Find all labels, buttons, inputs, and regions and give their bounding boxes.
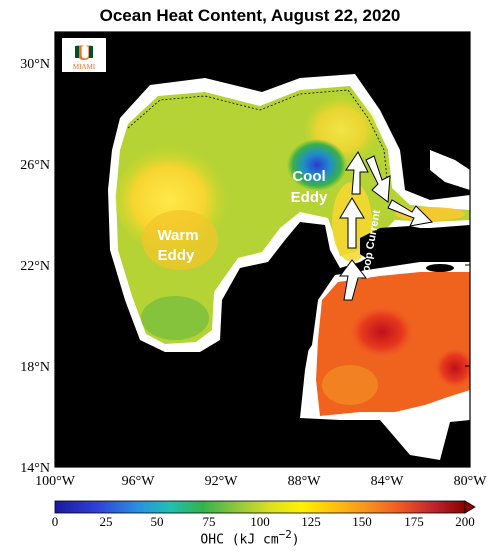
colorbar-label-text: OHC (kJ cm <box>200 532 279 548</box>
lat-tick-label: 18°N <box>20 360 50 375</box>
gulf-ohc <box>116 86 470 344</box>
colorbar-tick: 0 <box>52 514 59 529</box>
caribbean-hot-1 <box>347 304 417 360</box>
map-title: Ocean Heat Content, August 22, 2020 <box>99 6 401 25</box>
colorbar-gradient <box>54 500 466 514</box>
gulf-south-green <box>141 296 209 340</box>
arrow-up-upper <box>345 151 369 195</box>
colorbar-tick: 200 <box>455 514 475 529</box>
logo-text: MIAMI <box>73 63 96 71</box>
lat-tick-label: 14°N <box>20 461 50 476</box>
lon-tick-label: 96°W <box>122 474 156 489</box>
colorbar-tick: 175 <box>404 514 424 529</box>
lon-tick-label: 84°W <box>371 474 405 489</box>
miami-logo: U MIAMI <box>62 38 106 72</box>
lon-tick-label: 88°W <box>288 474 322 489</box>
warm-eddy-core <box>142 210 218 270</box>
lon-tick-label: 92°W <box>205 474 239 489</box>
colorbar-tick: 50 <box>151 514 164 529</box>
colorbar-tick: 75 <box>203 514 216 529</box>
colorbar-tick: 100 <box>250 514 270 529</box>
yucatan-landmass <box>248 236 320 360</box>
lat-tick-label: 26°N <box>20 158 50 173</box>
caribbean-hot-2 <box>433 346 470 390</box>
colorbar-tick: 25 <box>100 514 113 529</box>
cool-eddy-core <box>287 139 347 191</box>
colorbar-tick: 125 <box>301 514 321 529</box>
logo-u-green-2 <box>89 46 93 58</box>
map-frame <box>54 31 471 468</box>
arrow-east <box>387 199 434 227</box>
cool-eddy-label-2: Eddy <box>291 189 328 206</box>
logo-u-mark: U <box>76 40 92 65</box>
colorbar-extend-arrow <box>464 500 476 514</box>
cool-eddy-label-1: Cool <box>292 168 325 185</box>
colorbar: 0 25 50 75 100 125 150 175 200 <box>52 500 476 529</box>
colorbar-label: OHC (kJ cm−2) <box>0 528 500 547</box>
lat-tick-label: 22°N <box>20 259 50 274</box>
colorbar-tick: 150 <box>352 514 372 529</box>
colorbar-label-end: ) <box>291 532 300 548</box>
loop-current-arrows <box>339 151 434 301</box>
arrow-up-middle <box>339 197 365 249</box>
lon-tick-label: 100°W <box>35 474 76 489</box>
lon-tick-label: 80°W <box>454 474 488 489</box>
lat-axis: 30°N 26°N 22°N 18°N 14°N <box>20 57 470 476</box>
bahamas-nodata <box>430 150 470 190</box>
lon-axis: 100°W 96°W 92°W 88°W 84°W 80°W <box>35 462 487 489</box>
cuba-landmass <box>360 226 470 262</box>
logo-background <box>62 38 106 72</box>
warm-eddy-label-1: Warm <box>157 227 198 244</box>
arrow-down-right <box>365 155 391 203</box>
warm-eddy-label-2: Eddy <box>158 247 195 264</box>
caribbean-cooler <box>322 365 378 405</box>
logo-u-green <box>75 46 79 58</box>
lat-tick-label: 30°N <box>20 57 50 72</box>
jamaica-island <box>426 264 454 272</box>
shelf-contour <box>127 89 389 189</box>
colorbar-label-exponent: −2 <box>278 528 292 541</box>
arrow-up-lower <box>339 259 368 301</box>
